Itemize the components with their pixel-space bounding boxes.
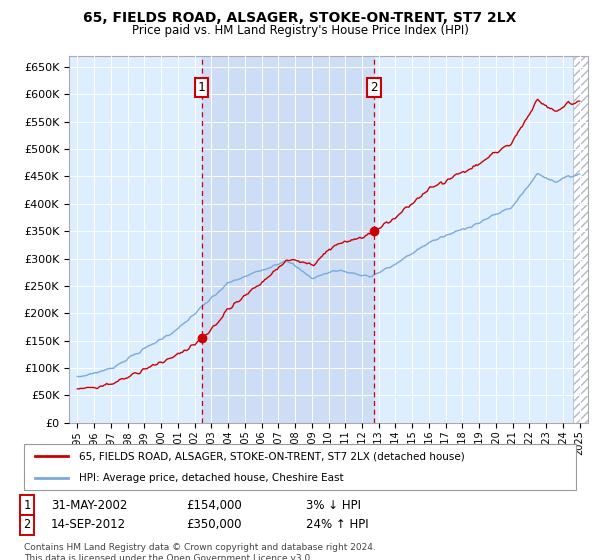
Text: 1: 1 bbox=[198, 81, 205, 94]
Text: £154,000: £154,000 bbox=[186, 498, 242, 512]
Bar bbox=[202, 56, 374, 423]
Text: 14-SEP-2012: 14-SEP-2012 bbox=[51, 518, 126, 531]
FancyBboxPatch shape bbox=[24, 444, 576, 490]
Text: HPI: Average price, detached house, Cheshire East: HPI: Average price, detached house, Ches… bbox=[79, 473, 344, 483]
Text: 65, FIELDS ROAD, ALSAGER, STOKE-ON-TRENT, ST7 2LX (detached house): 65, FIELDS ROAD, ALSAGER, STOKE-ON-TRENT… bbox=[79, 451, 465, 461]
Text: £350,000: £350,000 bbox=[186, 518, 241, 531]
Text: 3% ↓ HPI: 3% ↓ HPI bbox=[306, 498, 361, 512]
Text: Contains HM Land Registry data © Crown copyright and database right 2024.
This d: Contains HM Land Registry data © Crown c… bbox=[24, 543, 376, 560]
Text: 2: 2 bbox=[23, 518, 31, 531]
Text: Price paid vs. HM Land Registry's House Price Index (HPI): Price paid vs. HM Land Registry's House … bbox=[131, 24, 469, 36]
Text: 1: 1 bbox=[23, 498, 31, 512]
Text: 65, FIELDS ROAD, ALSAGER, STOKE-ON-TRENT, ST7 2LX: 65, FIELDS ROAD, ALSAGER, STOKE-ON-TRENT… bbox=[83, 11, 517, 25]
Text: 24% ↑ HPI: 24% ↑ HPI bbox=[306, 518, 368, 531]
Text: 2: 2 bbox=[370, 81, 377, 94]
Text: 31-MAY-2002: 31-MAY-2002 bbox=[51, 498, 127, 512]
